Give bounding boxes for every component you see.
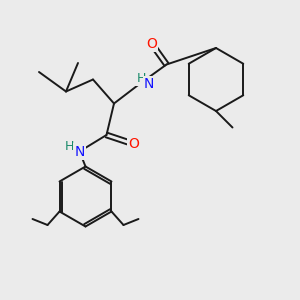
Text: H: H (136, 71, 146, 85)
Text: N: N (74, 145, 85, 158)
Text: O: O (128, 137, 139, 151)
Text: N: N (144, 77, 154, 91)
Text: O: O (146, 37, 157, 50)
Text: H: H (65, 140, 75, 154)
